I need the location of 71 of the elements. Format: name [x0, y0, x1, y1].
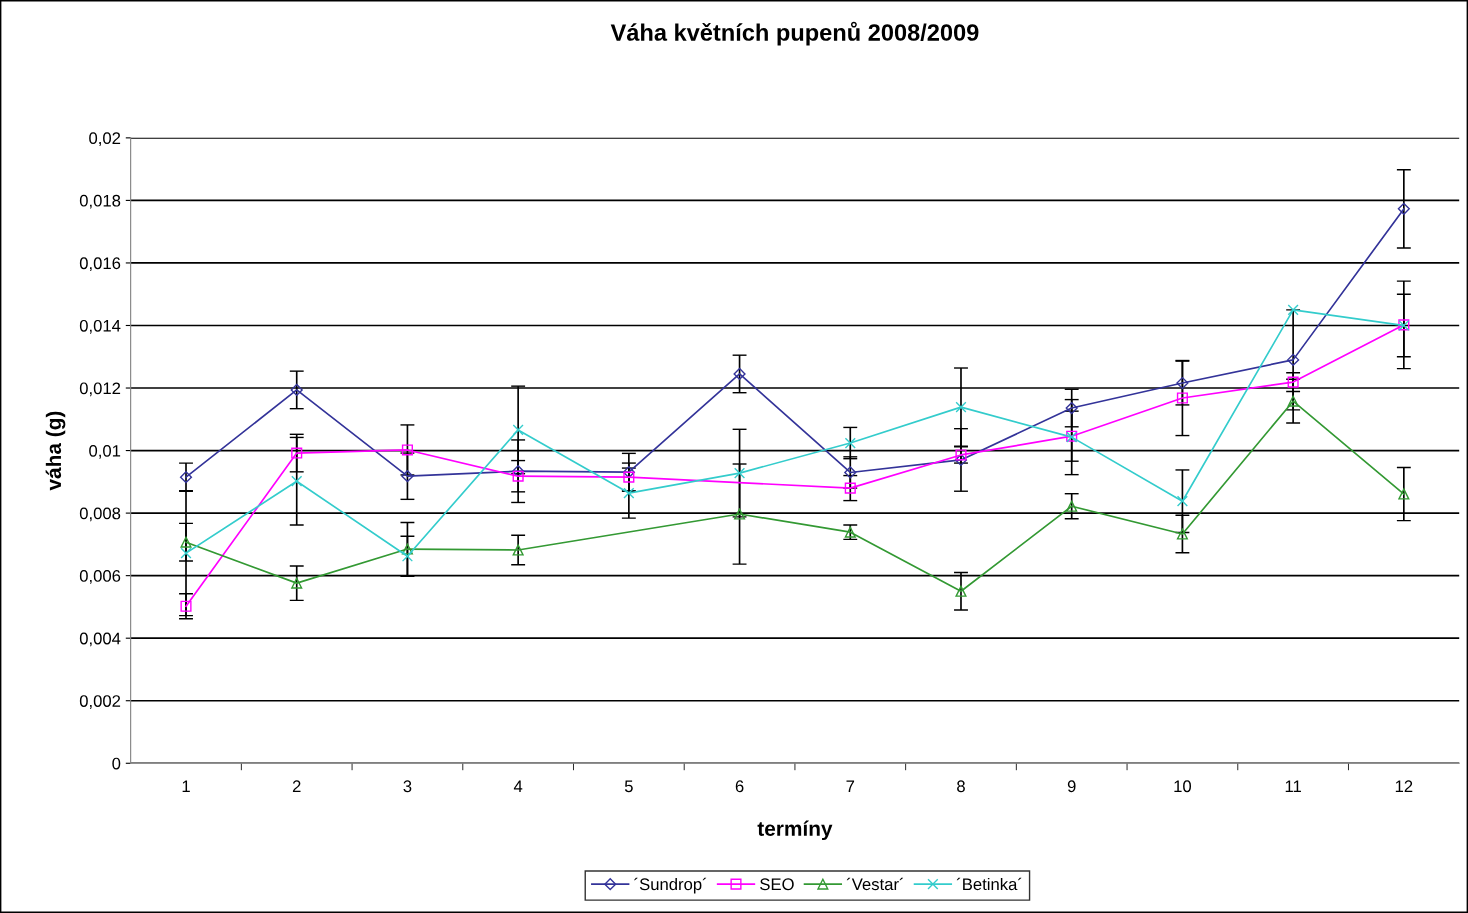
y-tick-label: 0,012: [79, 382, 121, 397]
y-tick-label: 0,01: [89, 444, 121, 459]
point: [955, 401, 967, 413]
point: [955, 449, 967, 461]
y-tick-label: 0,018: [79, 194, 121, 209]
point: [1176, 495, 1188, 507]
point: [512, 544, 524, 556]
point: [512, 470, 524, 482]
legend-label: ´Vestar´: [846, 877, 904, 891]
y-tick-label: 0,02: [89, 132, 121, 147]
legend-label: ´Betinka´: [956, 877, 1022, 891]
point: [1065, 401, 1078, 415]
point: [291, 475, 303, 487]
point: [1287, 376, 1299, 388]
y-tick-label: 0,016: [79, 257, 121, 272]
x-tick-label: 2: [292, 780, 301, 793]
y-tick-label: 0,014: [79, 319, 121, 334]
point: [401, 543, 413, 555]
point: [844, 482, 856, 494]
x-tick-label: 5: [624, 780, 633, 793]
y-tick-label: 0,006: [79, 570, 121, 584]
y-axis-title: váha (g): [45, 411, 66, 491]
point: [179, 471, 193, 484]
point: [1287, 304, 1299, 316]
x-tick-label: 7: [846, 780, 855, 793]
point: [180, 536, 192, 548]
point: [1066, 500, 1078, 512]
x-tick-label: 6: [735, 780, 744, 793]
point: [1176, 376, 1189, 390]
x-tick-label: 9: [1067, 780, 1076, 793]
x-tick-label: 4: [513, 780, 523, 793]
point: [1398, 488, 1410, 500]
point: [733, 367, 746, 381]
point: [1287, 395, 1299, 407]
x-tick-label: 8: [957, 780, 965, 793]
point: [955, 585, 967, 597]
x-tick-label: 12: [1395, 780, 1413, 793]
chart-title: Váha květních pupenů 2008/2009: [610, 21, 979, 46]
legend-label: SEO: [760, 878, 794, 891]
point: [291, 577, 303, 589]
point: [1397, 202, 1410, 215]
point: [844, 466, 857, 479]
x-axis-title: termíny: [757, 820, 833, 841]
point: [954, 453, 968, 467]
point: [401, 470, 414, 483]
point: [623, 471, 635, 483]
point: [180, 547, 192, 559]
x-tick-label: 10: [1174, 780, 1192, 793]
point: [734, 508, 746, 520]
point: [622, 466, 635, 479]
point: [1287, 353, 1300, 366]
y-tick-label: 0,008: [79, 507, 121, 522]
legend-label: ´Sundrop´: [634, 877, 707, 894]
point: [623, 487, 635, 499]
point: [401, 550, 413, 562]
x-tick-label: 11: [1285, 780, 1301, 793]
point: [401, 444, 413, 456]
y-tick-label: 0,002: [79, 695, 121, 709]
point: [1176, 528, 1188, 540]
point: [734, 467, 746, 479]
y-tick-label: 0,004: [79, 632, 121, 647]
y-tick-label: 0: [112, 757, 121, 770]
point: [512, 465, 525, 478]
x-tick-label: 3: [403, 780, 412, 793]
point: [180, 600, 192, 612]
point: [512, 424, 524, 436]
point: [844, 437, 856, 449]
point: [290, 383, 303, 396]
point: [291, 447, 303, 459]
x-tick-label: 1: [182, 780, 190, 793]
point: [1176, 392, 1188, 404]
